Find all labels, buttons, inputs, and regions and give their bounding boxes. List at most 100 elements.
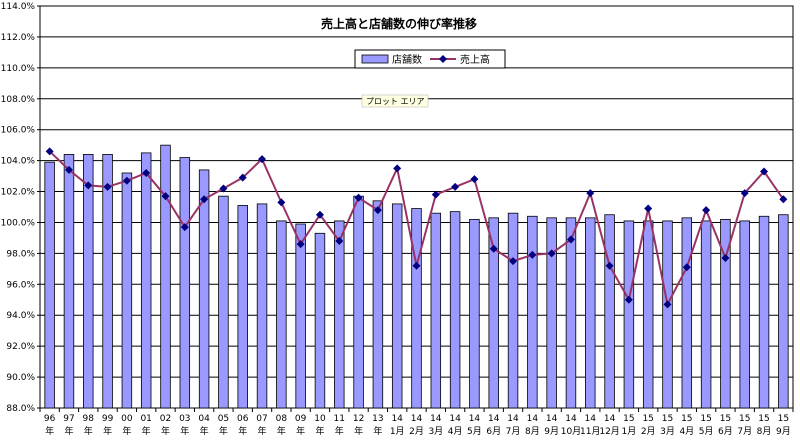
sales-marker-20	[431, 190, 440, 199]
x-tick-label-top-30: 15	[623, 414, 634, 424]
bar-30	[623, 220, 635, 409]
bar-10	[237, 205, 248, 409]
bar-21	[449, 211, 461, 409]
sales-marker-30	[624, 295, 633, 304]
y-tick-label-8: 104.0%	[1, 157, 36, 167]
x-tick-label-top-29: 14	[604, 414, 616, 424]
bar-38	[778, 214, 789, 409]
bar-18	[391, 203, 403, 409]
x-tick-label-bottom-5: 年	[142, 425, 151, 437]
bar-36	[739, 220, 750, 409]
y-tick-label-13: 114.0%	[1, 2, 36, 12]
bar-14	[314, 232, 326, 409]
bar-layer	[44, 144, 789, 409]
sales-marker-34	[702, 206, 711, 215]
x-tick-label-bottom-29: 12月	[599, 426, 619, 437]
sales-marker-14	[315, 210, 324, 219]
x-tick-label-bottom-20: 3月	[428, 426, 443, 437]
x-tick-label-bottom-1: 年	[64, 425, 73, 437]
y-tick-label-1: 90.0%	[6, 373, 35, 383]
bar-16	[353, 195, 364, 409]
x-tick-label-bottom-36: 7月	[737, 426, 752, 437]
sales-marker-27	[566, 235, 575, 244]
bar-24	[507, 212, 519, 409]
bar-6	[160, 144, 171, 409]
x-tick-label-bottom-13: 年	[296, 425, 305, 437]
x-tick-label-bottom-11: 年	[258, 425, 267, 437]
x-tick-label-top-32: 15	[662, 414, 673, 424]
sales-marker-35	[721, 254, 730, 263]
x-tick-label-bottom-9: 年	[219, 425, 228, 437]
x-tick-label-top-24: 14	[507, 414, 519, 424]
bar-20	[430, 212, 442, 409]
sales-marker-3	[103, 182, 112, 191]
bar-37	[758, 215, 770, 409]
x-tick-label-bottom-18: 1月	[390, 426, 405, 437]
x-tick-label-top-0: 96	[44, 414, 56, 424]
x-tick-label-bottom-8: 年	[200, 425, 209, 437]
x-tick-label-top-14: 10	[314, 414, 326, 424]
x-tick-label-bottom-33: 4月	[679, 426, 694, 437]
bar-23	[488, 217, 499, 409]
line-layer	[45, 147, 788, 309]
sales-marker-12	[277, 198, 286, 207]
y-axis-ticks: 88.0% 90.0% 92.0% 94.0% 96.0% 98.0% 100.0% 102.…	[1, 2, 40, 414]
bar-35	[720, 218, 731, 409]
sales-marker-7	[180, 223, 189, 232]
x-tick-label-bottom-6: 年	[161, 425, 170, 437]
x-tick-label-bottom-7: 年	[180, 425, 189, 437]
sales-marker-18	[393, 164, 402, 173]
legend-label-line: 売上高	[460, 53, 490, 66]
x-tick-label-top-25: 14	[527, 414, 539, 424]
sales-marker-21	[451, 182, 460, 191]
x-tick-label-bottom-35: 6月	[718, 426, 733, 437]
x-tick-label-top-1: 97	[63, 414, 74, 424]
x-tick-label-bottom-22: 5月	[467, 426, 482, 437]
bar-8	[198, 169, 210, 409]
x-tick-label-bottom-24: 7月	[506, 426, 521, 437]
x-tick-label-top-10: 06	[237, 414, 249, 424]
x-tick-label-bottom-30: 1月	[622, 426, 637, 437]
x-tick-label-bottom-23: 6月	[486, 426, 501, 437]
bar-5	[140, 152, 152, 409]
sales-marker-32	[663, 300, 672, 309]
bar-7	[179, 157, 191, 409]
x-tick-label-bottom-3: 年	[103, 425, 112, 437]
sales-marker-33	[682, 263, 691, 272]
y-tick-label-2: 92.0%	[6, 342, 35, 352]
x-tick-label-top-2: 98	[83, 414, 95, 424]
sales-marker-15	[335, 237, 344, 246]
x-tick-label-top-35: 15	[720, 414, 731, 424]
tooltip-box	[361, 94, 429, 108]
y-tick-label-10: 108.0%	[1, 95, 36, 105]
x-tick-label-top-37: 15	[758, 414, 769, 424]
bar-31	[642, 220, 654, 409]
sales-marker-29	[605, 261, 614, 270]
bar-28	[585, 217, 596, 409]
sales-marker-4	[122, 176, 131, 185]
sales-marker-6	[161, 192, 170, 201]
x-tick-label-top-7: 03	[179, 414, 190, 424]
sales-marker-25	[528, 250, 537, 259]
x-tick-label-top-20: 14	[430, 414, 442, 424]
sales-marker-9	[219, 184, 228, 193]
plot-area-tooltip: プロット エリア	[361, 94, 429, 108]
sales-marker-0	[45, 147, 54, 156]
sales-marker-31	[644, 204, 653, 213]
sales-marker-17	[373, 206, 382, 215]
bar-3	[102, 154, 113, 409]
y-tick-label-7: 102.0%	[1, 188, 36, 198]
x-axis-ticks: 96年97年98年99年00年01年02年03年04年05年06年07年08年0…	[39, 408, 794, 437]
bar-11	[256, 203, 268, 409]
bar-22	[469, 218, 480, 409]
x-tick-label-bottom-16: 年	[354, 425, 363, 437]
x-tick-label-bottom-25: 8月	[525, 426, 540, 437]
x-tick-label-bottom-21: 4月	[448, 426, 463, 437]
sales-marker-1	[64, 165, 73, 174]
bar-0	[44, 161, 55, 409]
x-tick-label-top-8: 04	[198, 414, 210, 424]
x-tick-label-top-18: 14	[391, 414, 403, 424]
sales-marker-23	[489, 244, 498, 253]
sales-marker-2	[84, 181, 93, 190]
